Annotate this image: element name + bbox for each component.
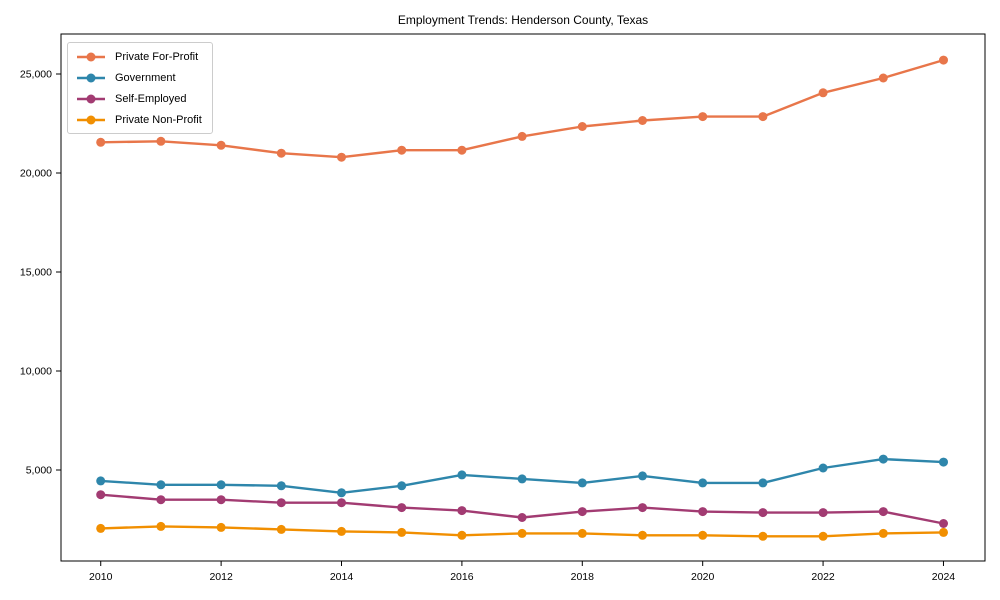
legend-label: Government xyxy=(115,71,176,84)
y-tick-label: 15,000 xyxy=(20,266,52,278)
legend-item-government: Government xyxy=(76,69,202,86)
data-point xyxy=(216,495,226,505)
y-tick-label: 20,000 xyxy=(20,167,52,179)
x-tick-label: 2018 xyxy=(571,571,595,583)
data-point xyxy=(818,463,828,473)
data-point xyxy=(156,480,166,490)
data-point xyxy=(337,526,346,536)
data-point xyxy=(457,506,467,516)
data-point xyxy=(758,112,768,122)
data-point xyxy=(337,488,346,498)
data-point xyxy=(337,152,346,162)
y-tick-label: 25,000 xyxy=(20,68,52,80)
data-point xyxy=(337,498,346,508)
data-point xyxy=(216,480,226,490)
legend-item-private-for-profit: Private For-Profit xyxy=(76,48,202,65)
data-point xyxy=(517,131,527,141)
series-self-employed xyxy=(96,490,948,528)
data-point xyxy=(818,88,828,98)
data-point xyxy=(878,73,888,83)
data-point xyxy=(818,508,828,518)
data-point xyxy=(577,122,587,131)
data-point xyxy=(758,508,768,518)
legend-marker-icon xyxy=(77,115,105,124)
data-point xyxy=(156,136,166,146)
series-line xyxy=(99,58,945,159)
data-point xyxy=(457,145,467,155)
data-point xyxy=(397,481,407,491)
data-point xyxy=(939,457,948,467)
legend-marker-dot xyxy=(86,115,96,124)
legend-marker-dot xyxy=(86,94,96,103)
data-point xyxy=(758,531,768,541)
x-tick-label: 2014 xyxy=(330,571,354,583)
legend-label: Private For-Profit xyxy=(115,50,199,63)
x-tick-label: 2024 xyxy=(932,571,956,583)
series-private-for-profit xyxy=(96,55,948,162)
data-point xyxy=(878,528,888,538)
legend-marker-icon xyxy=(77,73,105,82)
data-point xyxy=(698,507,708,517)
x-tick-label: 2010 xyxy=(89,571,113,583)
data-point xyxy=(276,148,286,158)
legend-label: Private Non-Profit xyxy=(115,113,202,126)
data-point xyxy=(939,527,948,537)
data-point xyxy=(758,478,768,488)
data-point xyxy=(878,454,888,464)
data-point xyxy=(638,530,647,540)
x-tick-label: 2012 xyxy=(209,571,233,583)
legend: Private For-Profit Government Self-Employe… xyxy=(67,42,213,134)
data-point xyxy=(698,478,708,488)
series-government xyxy=(96,454,948,498)
chart-title: Employment Trends: Henderson County, Tex… xyxy=(397,13,649,27)
legend-item-private-non-profit: Private Non-Profit xyxy=(76,111,202,128)
data-point xyxy=(156,521,166,531)
plot-border xyxy=(60,33,986,562)
data-point xyxy=(638,116,647,125)
data-point xyxy=(698,530,708,540)
data-point xyxy=(517,474,527,484)
data-point xyxy=(577,507,587,517)
data-point xyxy=(397,145,407,155)
legend-marker-icon xyxy=(77,94,105,103)
data-point xyxy=(818,531,828,541)
data-point xyxy=(276,524,286,534)
data-point xyxy=(276,481,286,491)
data-point xyxy=(216,522,226,532)
data-point xyxy=(216,140,226,150)
data-point xyxy=(517,513,527,522)
data-point xyxy=(96,523,106,533)
data-point xyxy=(156,495,166,505)
data-point xyxy=(577,478,587,488)
legend-item-self-employed: Self-Employed xyxy=(76,90,202,107)
x-tick-label: 2020 xyxy=(691,571,715,583)
y-tick-label: 10,000 xyxy=(20,365,52,377)
data-point xyxy=(457,470,467,480)
data-point xyxy=(939,519,948,528)
data-point xyxy=(638,503,647,513)
data-point xyxy=(939,55,948,65)
data-point xyxy=(457,530,467,540)
data-point xyxy=(96,137,106,147)
x-tick-label: 2022 xyxy=(811,571,835,583)
data-point xyxy=(397,527,407,537)
data-point xyxy=(96,476,106,486)
data-point xyxy=(638,471,647,481)
series-private-non-profit xyxy=(96,521,948,541)
y-tick-label: 5,000 xyxy=(26,464,52,476)
legend-marker-icon xyxy=(77,52,105,61)
data-point xyxy=(878,507,888,517)
data-point xyxy=(397,503,407,513)
data-point xyxy=(96,490,106,500)
legend-marker-dot xyxy=(86,73,96,82)
data-point xyxy=(276,498,286,508)
data-point xyxy=(577,528,587,538)
legend-label: Self-Employed xyxy=(115,92,187,105)
x-tick-label: 2016 xyxy=(450,571,474,583)
data-point xyxy=(698,112,708,122)
legend-marker-dot xyxy=(86,52,96,61)
data-point xyxy=(517,528,527,538)
